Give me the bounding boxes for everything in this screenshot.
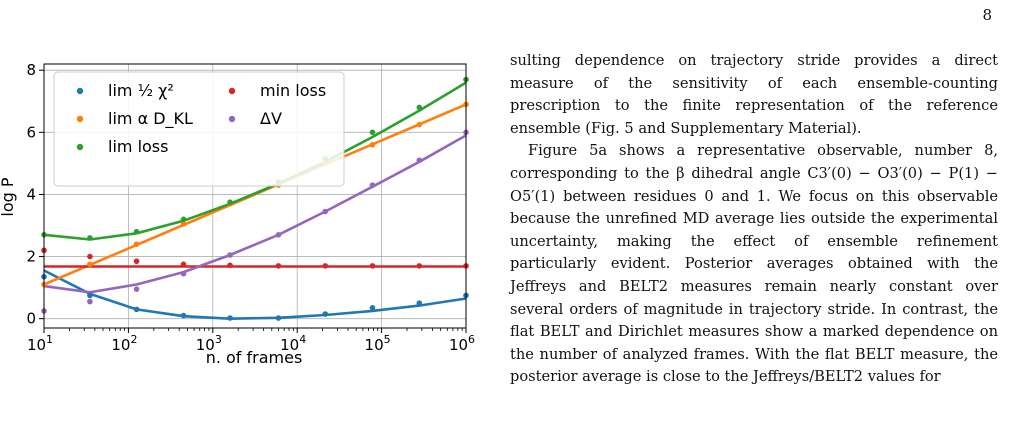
series-5-fit-line xyxy=(43,134,467,294)
x-axis-label: n. of frames xyxy=(206,348,303,367)
plot-frame xyxy=(43,63,467,329)
legend-label-2: lim α D_KL xyxy=(108,109,193,129)
series-4-point xyxy=(416,263,423,269)
x-tick-label: 103 xyxy=(196,333,222,354)
series-1-point xyxy=(227,315,233,321)
series-4-point xyxy=(133,258,140,265)
legend-label-1: lim ½ χ² xyxy=(108,81,174,100)
series-2-point xyxy=(369,141,376,148)
series-2-point xyxy=(133,241,140,247)
fit-lines xyxy=(43,81,467,321)
series-4-point xyxy=(322,263,329,269)
series-5-point xyxy=(133,286,140,292)
x-tick-label: 104 xyxy=(280,333,306,354)
legend-marker-1 xyxy=(76,87,84,95)
series-5-point xyxy=(416,157,423,164)
legend-box xyxy=(53,71,345,187)
x-tick-label: 101 xyxy=(27,333,53,354)
series-4-point xyxy=(87,253,93,260)
series-1-point xyxy=(180,312,187,319)
legend-label-5: ΔV xyxy=(260,109,282,128)
y-tick-label: 2 xyxy=(26,248,36,266)
series-3-fit-line xyxy=(43,81,467,241)
axes xyxy=(39,63,467,333)
tick-labels: 101 102 103 104 105 106 0 2 4 6 8 xyxy=(26,61,475,354)
y-tick-label: 6 xyxy=(26,123,36,141)
paragraph-1: sulting dependence on trajectory stride … xyxy=(510,52,998,137)
legend-marker-2 xyxy=(76,115,84,123)
series-2-point xyxy=(416,121,423,128)
x-tick-label: 105 xyxy=(365,333,391,354)
series-3-point xyxy=(369,129,376,136)
y-tick-label: 4 xyxy=(26,185,36,203)
legend-marker-4 xyxy=(228,87,236,95)
series-1-point xyxy=(275,315,282,321)
series-1-point xyxy=(133,306,140,313)
legend-label-3: lim loss xyxy=(108,137,168,156)
log-p-vs-frames-chart: 101 102 103 104 105 106 0 2 4 6 8 n. of frames log… xyxy=(0,61,475,367)
page-number: 8 xyxy=(982,6,992,24)
series-1-point xyxy=(416,300,423,306)
series-3-point xyxy=(227,199,233,206)
series-1-point xyxy=(322,311,329,317)
series-3-point xyxy=(87,235,93,241)
series-3-point xyxy=(133,228,140,235)
series-3-point xyxy=(180,216,187,223)
series-2-point xyxy=(87,261,93,268)
series-1-point xyxy=(87,292,93,299)
series-5-point xyxy=(369,182,376,188)
legend-marker-5 xyxy=(228,115,236,123)
y-axis-label: log P xyxy=(0,177,17,216)
series-4-point xyxy=(275,263,282,269)
series-5-point xyxy=(227,252,233,258)
series-4-point xyxy=(227,262,233,269)
series-2-point xyxy=(180,221,187,227)
x-tick-label: 102 xyxy=(111,333,137,354)
x-tick-label: 106 xyxy=(449,333,475,354)
series-5-point xyxy=(180,270,187,277)
series-5-point xyxy=(322,208,329,215)
series-1-fit-line xyxy=(43,269,467,321)
legend-marker-3 xyxy=(76,143,84,151)
y-tick-label: 8 xyxy=(26,61,36,79)
paragraph-2: Figure 5a shows a representative observa… xyxy=(510,142,998,386)
series-5-point xyxy=(87,298,93,305)
series-5-point xyxy=(275,232,282,238)
series-4-point xyxy=(369,263,376,269)
series-1-point xyxy=(369,305,376,311)
text-column: sulting dependence on trajectory stride … xyxy=(510,50,998,389)
legend-label-4: min loss xyxy=(260,81,326,100)
series-4-point xyxy=(180,261,187,268)
series-3-point xyxy=(416,104,423,111)
y-tick-label: 0 xyxy=(26,310,36,328)
